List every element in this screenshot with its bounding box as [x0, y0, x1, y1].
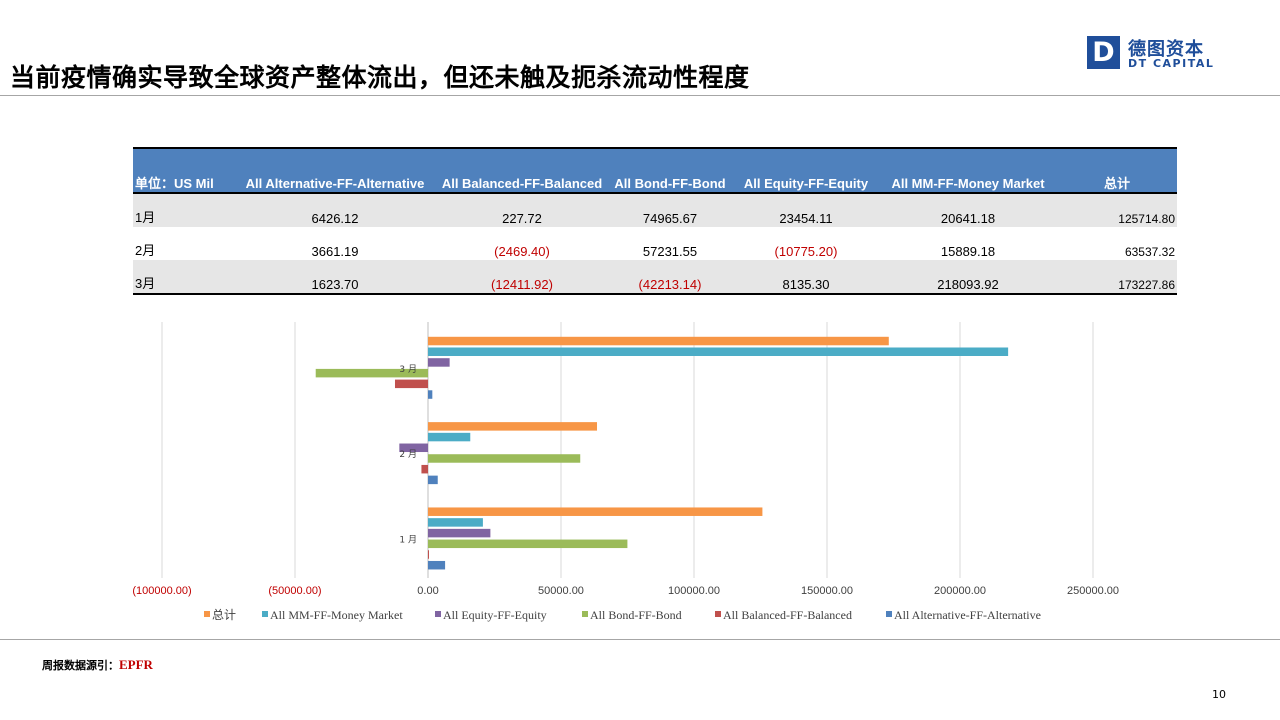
bar [428, 550, 429, 559]
table-cell: 8135.30 [733, 260, 879, 295]
legend-label: All Alternative-FF-Alternative [894, 608, 1041, 622]
table-header-cell: All Alternative-FF-Alternative [233, 147, 437, 194]
legend-label: All Bond-FF-Bond [590, 608, 682, 622]
table-cell: 3661.19 [311, 244, 359, 259]
table-cell: 1623.70 [233, 260, 437, 295]
table-cell: 6426.12 [233, 193, 437, 227]
table-cell: 227.72 [437, 193, 607, 227]
logo-name-cn: 德图资本 [1128, 39, 1204, 60]
table-cell: 74965.67 [607, 193, 733, 227]
table-cell: 63537.32 [1124, 245, 1175, 259]
x-tick-label: (100000.00) [132, 585, 191, 597]
table-cell: (42213.14) [607, 260, 733, 295]
bar [428, 422, 598, 431]
table-cell: 20641.18 [879, 193, 1057, 227]
legend-label: All Equity-FF-Equity [443, 608, 547, 622]
table-cell: (10775.20) [774, 244, 838, 259]
table-header-cell: 总计 [1057, 147, 1177, 194]
table-row: 3月 1623.70 (12411.92) (42213.14) 8135.30… [133, 260, 1177, 295]
bar [428, 390, 433, 399]
legend-label: All Balanced-FF-Balanced [723, 608, 852, 622]
bar [428, 507, 763, 516]
table-cell: 15889.18 [940, 244, 996, 259]
title-divider [0, 95, 1280, 96]
legend-swatch [715, 611, 721, 617]
page-number: 10 [1212, 688, 1226, 701]
table-row: 1月 6426.12 227.72 74965.67 23454.11 2064… [133, 193, 1177, 227]
bar [428, 528, 491, 538]
source-note: 周报数据源引：EPFR [42, 657, 153, 673]
category-label: 2 月 [399, 449, 417, 460]
company-logo: D 德图资本 DT CAPITAL [1087, 35, 1217, 73]
table-cell: (12411.92) [437, 260, 607, 295]
bar [428, 454, 581, 463]
bar [428, 539, 628, 549]
x-tick-label: 0.00 [417, 585, 438, 597]
x-tick-label: 100000.00 [668, 585, 720, 597]
legend-swatch [886, 611, 892, 617]
table-cell: 3月 [133, 260, 233, 295]
category-label: 1 月 [399, 535, 417, 546]
footer-divider [0, 639, 1280, 640]
table-cell: 173227.86 [1057, 260, 1177, 295]
table-cell: (2469.40) [494, 244, 550, 259]
source-name: EPFR [119, 657, 153, 672]
bar [428, 358, 450, 367]
x-tick-label: 150000.00 [801, 585, 853, 597]
x-tick-label: (50000.00) [268, 585, 321, 597]
table-cell: 218093.92 [879, 260, 1057, 295]
legend-swatch [262, 611, 268, 617]
slide-title: 当前疫情确实导致全球资产整体流出，但还未触及扼杀流动性程度 [10, 63, 750, 92]
x-tick-label: 50000.00 [538, 585, 584, 597]
logo-name-en: DT CAPITAL [1128, 57, 1215, 70]
bar [394, 379, 428, 389]
bar [421, 464, 428, 474]
bar [428, 336, 889, 346]
table-header-cell: All MM-FF-Money Market [879, 147, 1057, 194]
logo-mark: D [1087, 36, 1120, 69]
table-header-row: 单位：US Mil All Alternative-FF-Alternative… [133, 147, 1177, 194]
legend-swatch [204, 611, 210, 617]
bar [428, 560, 446, 570]
table-cell: 125714.80 [1057, 193, 1177, 227]
bar [315, 368, 428, 378]
legend-swatch [582, 611, 588, 617]
bar [428, 475, 438, 485]
source-label: 周报数据源引： [42, 659, 119, 672]
bar [428, 347, 1009, 356]
table-cell: 1月 [133, 193, 233, 227]
table-header-cell: All Balanced-FF-Balanced [437, 147, 607, 194]
table-header-cell: 单位：US Mil [133, 147, 233, 194]
fund-flow-table: 单位：US Mil All Alternative-FF-Alternative… [133, 147, 1177, 295]
legend-swatch [435, 611, 441, 617]
x-tick-label: 200000.00 [934, 585, 986, 597]
table-cell: 2月 [135, 243, 156, 258]
table-header-cell: All Bond-FF-Bond [607, 147, 733, 194]
table-row: 2月 3661.19 (2469.40) 57231.55 (10775.20)… [133, 227, 1177, 260]
legend-label: 总计 [212, 608, 236, 622]
table-cell: 57231.55 [642, 244, 698, 259]
table-cell: 23454.11 [733, 193, 879, 227]
bar [428, 518, 483, 527]
table-header-cell: All Equity-FF-Equity [733, 147, 879, 194]
x-tick-label: 250000.00 [1067, 585, 1119, 597]
category-label: 3 月 [399, 364, 417, 375]
legend-label: All MM-FF-Money Market [270, 608, 403, 622]
bar [399, 443, 428, 453]
bar [428, 432, 471, 442]
